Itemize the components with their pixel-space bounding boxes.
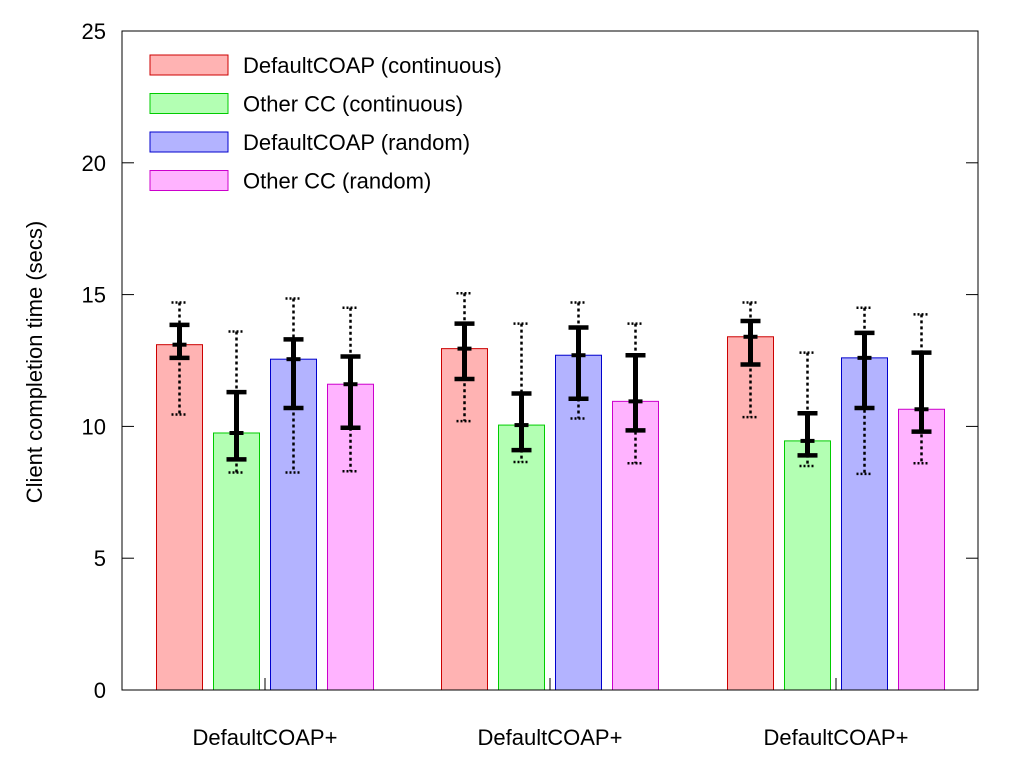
x-tick-label: DefaultCOAP+ — [193, 725, 338, 750]
bar — [213, 432, 260, 691]
bar — [841, 357, 888, 691]
error-bars-layer — [169, 292, 932, 476]
legend-swatch — [149, 54, 229, 76]
bar — [612, 400, 659, 691]
legend-label: Other CC (continuous) — [243, 92, 463, 117]
y-tick-label: 15 — [82, 283, 106, 308]
bar — [441, 348, 488, 691]
y-tick-label: 5 — [94, 546, 106, 571]
bars-layer — [156, 336, 945, 691]
legend-swatch — [149, 170, 229, 191]
y-tick-label: 20 — [82, 151, 106, 176]
legend: DefaultCOAP (continuous) Other CC (contin… — [149, 53, 502, 194]
x-tick-label: DefaultCOAP+ — [478, 725, 623, 750]
axes-layer: 0 5 10 15 20 25 — [82, 19, 979, 703]
bar — [156, 344, 203, 691]
y-tick-label: 25 — [82, 19, 106, 44]
legend-label: Other CC (random) — [243, 169, 431, 194]
y-tick-label: 0 — [94, 678, 106, 703]
legend-label: DefaultCOAP (random) — [243, 130, 470, 155]
legend-swatch — [149, 131, 229, 153]
x-axis-labels: DefaultCOAP+ DefaultCOAP+ DefaultCOAP+ — [193, 725, 909, 750]
legend-swatch — [149, 93, 229, 114]
bar — [727, 336, 774, 691]
x-tick-label: DefaultCOAP+ — [764, 725, 909, 750]
y-tick-label: 10 — [82, 414, 106, 439]
legend-label: DefaultCOAP (continuous) — [243, 53, 502, 78]
bar — [498, 424, 545, 691]
y-axis-title: Client completion time (secs) — [22, 221, 47, 503]
bar — [898, 408, 945, 691]
bar — [784, 440, 831, 691]
